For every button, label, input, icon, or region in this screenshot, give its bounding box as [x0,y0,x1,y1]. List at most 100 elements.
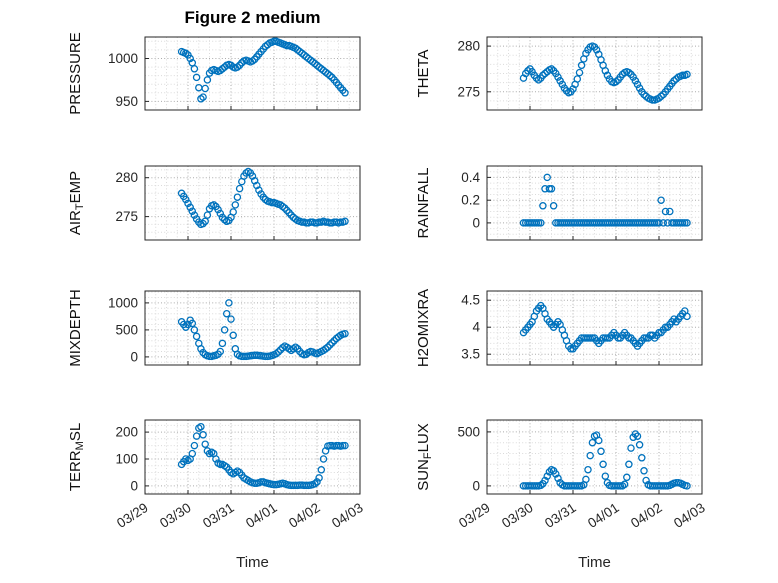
data-point [255,186,263,194]
data-point [618,482,627,490]
x-tick-label: 03/30 [499,500,536,531]
data-point [190,65,199,73]
data-point [524,67,532,75]
scatter-points [519,173,691,227]
subplot-rainfall: 0 0.2 0.4 RAINFALL [415,165,703,241]
data-point [549,202,558,210]
data-point [341,329,349,338]
y-tick-label: 500 [457,424,480,439]
data-point [315,474,323,482]
scatter-points [177,37,349,103]
data-point [612,77,620,86]
data-point [235,184,244,193]
data-point [541,69,549,78]
data-point [616,482,625,490]
data-point [339,441,347,450]
axes-box [144,419,361,495]
x-tick-label: 04/02 [628,500,665,531]
data-point [229,208,237,216]
axes-box [486,290,703,366]
y-tick-label: 280 [115,170,138,185]
subplot-h2omixra: 3.5 4 4.5 H2OMIXRA [415,289,703,367]
y-axis-label: RAINFALL [415,168,432,239]
data-point [192,73,201,82]
scatter-points [519,42,691,104]
data-point [214,205,222,214]
data-point [562,87,571,95]
data-point [599,460,607,469]
data-point [683,312,691,321]
data-point [283,41,291,50]
data-point [201,217,209,226]
data-point [661,207,670,216]
axes-box [486,36,703,111]
data-point [539,71,547,80]
x-tick-label: 03/30 [157,500,194,531]
x-axis-label-left: Time [236,554,269,571]
data-point [586,334,594,342]
data-point [534,219,543,227]
data-point [625,68,633,77]
data-point [547,185,556,193]
data-point [326,341,334,349]
y-tick-label: 950 [115,94,138,109]
data-point [659,219,668,227]
data-point [683,482,691,490]
data-point [631,430,640,438]
data-point [259,193,268,201]
data-point [655,219,663,227]
data-point [233,193,242,201]
data-point [586,451,594,460]
data-point [573,75,582,83]
data-point [681,219,689,227]
grid [487,166,702,240]
y-tick-label: 280 [457,39,480,54]
data-point [543,472,551,480]
y-axis-label: TERRMSL [67,423,86,491]
data-point [588,438,597,447]
axes-box [486,419,703,495]
data-point [326,71,334,80]
data-point [281,204,289,212]
grid [487,291,702,365]
data-point [532,74,541,82]
data-point [341,217,349,226]
y-tick-label: 0 [472,215,480,230]
y-tick-label: 4.5 [461,293,480,308]
tick-marks [486,176,703,240]
grid [145,166,360,240]
tick-marks [144,431,361,494]
data-point [201,440,209,448]
data-point [216,347,225,356]
data-point [222,309,231,318]
y-axis-label: SUNFLUX [415,423,434,491]
subplot-mixdepth: 0 500 1000 MIXDEPTH [67,289,361,367]
data-point [197,345,205,353]
data-point [650,219,659,227]
y-tick-label: 1000 [108,295,138,310]
data-point [655,94,663,102]
data-point [317,466,326,474]
data-point [192,332,201,341]
data-point [199,219,207,228]
data-point [199,431,207,439]
data-point [670,77,678,85]
data-point [584,465,592,474]
data-point [558,80,567,89]
data-point [188,449,197,458]
grid [145,37,360,110]
data-point [184,320,192,329]
data-point [629,73,637,81]
data-point [218,339,227,348]
tick-marks [144,302,361,365]
data-point [328,339,336,347]
data-point [678,219,687,227]
subplot-theta: 275 280 THETA [415,36,703,111]
tick-marks [486,45,703,110]
data-point [319,455,328,463]
data-point [330,336,338,345]
data-point [537,219,545,227]
data-point [313,478,321,486]
data-point [552,470,560,478]
